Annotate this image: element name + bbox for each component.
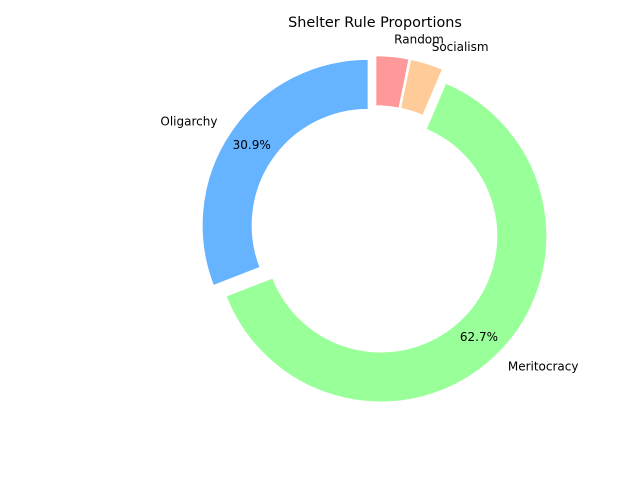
slice-label-meritocracy: Meritocracy xyxy=(508,360,579,374)
slice-random xyxy=(375,55,410,109)
slice-label-oligarchy: Oligarchy xyxy=(160,115,217,129)
slice-label-socialism: Socialism xyxy=(432,40,489,54)
slice-label-random: Random xyxy=(394,33,444,47)
slice-socialism xyxy=(400,58,444,116)
chart-title: Shelter Rule Proportions xyxy=(288,15,462,31)
slice-oligarchy xyxy=(201,58,369,287)
slices-group xyxy=(201,55,548,403)
pct-label-meritocracy: 62.7% xyxy=(460,330,498,344)
pct-label-oligarchy: 30.9% xyxy=(233,138,271,152)
slice-meritocracy xyxy=(225,82,548,403)
